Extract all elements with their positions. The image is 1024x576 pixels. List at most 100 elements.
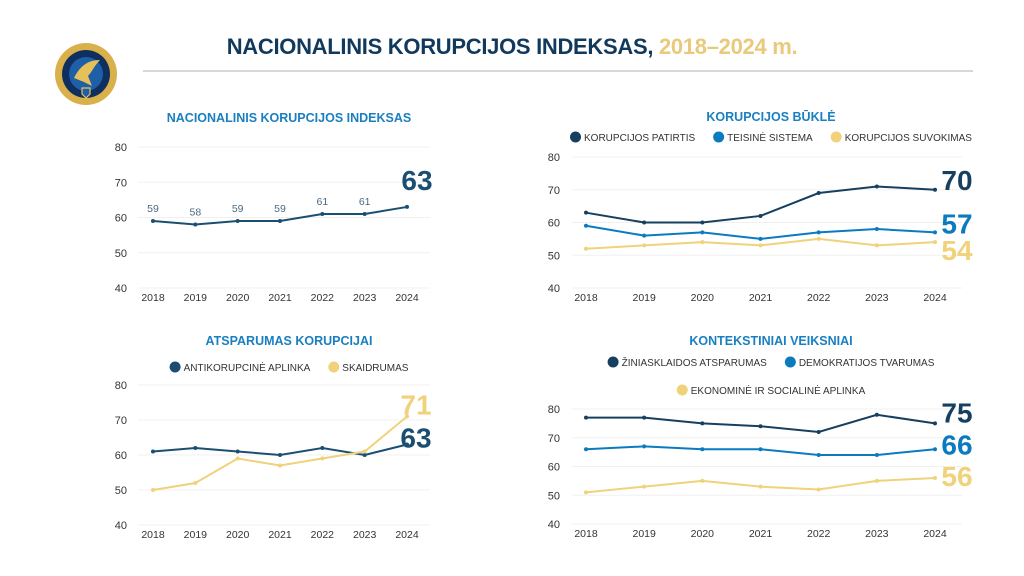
y-tick-label: 40 (115, 520, 127, 532)
data-label: 61 (359, 196, 371, 208)
data-point (278, 463, 282, 468)
x-tick-label: 2023 (865, 292, 889, 304)
data-label: 59 (274, 203, 286, 215)
x-tick-label: 2020 (226, 292, 250, 304)
chart-3: ATSPARUMAS KORUPCIJAI 40 50 60 70 80 2018 2019 2… (115, 334, 432, 541)
data-point (642, 243, 647, 248)
legend-label: SKAIDRUMAS (342, 363, 408, 374)
y-tick-label: 40 (548, 283, 560, 295)
data-point (758, 447, 763, 452)
data-point (816, 236, 821, 241)
agency-logo (55, 43, 117, 105)
x-tick-label: 2021 (749, 292, 773, 304)
data-point (874, 412, 879, 417)
data-point (816, 191, 821, 196)
data-point (933, 230, 937, 235)
data-point (816, 230, 821, 235)
legend-marker (676, 384, 688, 396)
data-point (584, 447, 588, 452)
data-point (584, 490, 588, 495)
data-point (193, 222, 198, 227)
data-point (700, 240, 705, 245)
y-tick-label: 50 (115, 485, 127, 497)
data-point (320, 211, 325, 216)
x-tick-label: 2018 (574, 292, 598, 304)
y-tick-label: 70 (115, 177, 127, 189)
data-point (700, 230, 705, 235)
chart-2: KORUPCIJOS BŪKLĖ 40 50 60 70 80 2018 2019 2020 20… (548, 109, 973, 304)
data-point (405, 442, 409, 447)
data-point (405, 204, 409, 209)
data-point (584, 415, 588, 420)
y-tick-label: 60 (548, 462, 560, 474)
legend-marker (713, 131, 725, 143)
data-point (642, 233, 647, 238)
series-line (586, 413, 936, 434)
legend-marker (169, 361, 181, 373)
x-tick-label: 2020 (226, 529, 250, 541)
data-point (235, 219, 240, 224)
y-tick-label: 80 (548, 404, 560, 416)
data-point (700, 478, 705, 483)
data-point (758, 236, 763, 241)
data-point (933, 240, 937, 245)
x-tick-label: 2021 (268, 292, 292, 304)
y-tick-label: 60 (115, 213, 127, 225)
y-tick-label: 80 (548, 152, 560, 164)
data-point (320, 446, 325, 450)
data-point (151, 449, 155, 454)
data-point (758, 484, 763, 489)
data-point (933, 447, 937, 452)
legend-label: DEMOKRATIJOS TVARUMAS (799, 358, 935, 369)
y-tick-label: 50 (548, 250, 560, 262)
data-point (816, 430, 821, 434)
data-point (193, 481, 198, 485)
chart-title: KORUPCIJOS BŪKLĖ (706, 109, 835, 124)
y-tick-label: 50 (115, 248, 127, 260)
data-point (700, 421, 705, 426)
data-point (933, 421, 937, 426)
data-point (758, 213, 763, 218)
y-tick-label: 70 (548, 433, 560, 445)
x-tick-label: 2018 (141, 292, 165, 304)
end-value-label: 66 (941, 429, 972, 460)
data-label: 59 (232, 203, 244, 215)
end-value-label: 57 (941, 208, 972, 239)
legend-marker (830, 131, 842, 143)
y-tick-label: 60 (548, 218, 560, 230)
data-point (642, 220, 647, 225)
data-point (362, 211, 367, 216)
end-value-label: 71 (400, 390, 431, 421)
chart-title: NACIONALINIS KORUPCIJOS INDEKSAS (167, 111, 411, 125)
data-point (405, 414, 409, 419)
y-tick-label: 40 (548, 519, 560, 531)
legend-label: ANTIKORUPCINĖ APLINKA (184, 361, 311, 374)
end-value-label: 56 (941, 461, 972, 492)
x-tick-label: 2018 (574, 528, 598, 540)
page-title: NACIONALINIS KORUPCIJOS INDEKSAS, 2018–2… (0, 34, 1024, 60)
end-value-label: 75 (941, 397, 972, 428)
data-point (642, 484, 647, 489)
data-point (235, 456, 240, 461)
legend-marker (570, 131, 582, 143)
legend-label: ŽINIASKLAIDOS ATSPARUMAS (622, 356, 768, 369)
data-point (151, 488, 155, 492)
data-point (874, 478, 879, 483)
y-tick-label: 80 (115, 142, 127, 154)
x-tick-label: 2020 (691, 292, 715, 304)
legend-marker (784, 356, 796, 368)
data-label: 59 (147, 203, 159, 215)
data-point (584, 223, 588, 228)
legend-marker (607, 356, 619, 368)
data-point (320, 456, 325, 461)
data-point (278, 453, 282, 457)
x-tick-label: 2019 (184, 292, 208, 304)
end-value-label: 63 (401, 165, 432, 196)
title-years: 2018–2024 m. (658, 34, 798, 59)
y-tick-label: 40 (115, 283, 127, 295)
legend-label: KORUPCIJOS SUVOKIMAS (845, 133, 973, 144)
end-value-label: 63 (400, 423, 431, 454)
legend-label: KORUPCIJOS PATIRTIS (584, 133, 695, 144)
chart-title: KONTEKSTINIAI VEIKSNIAI (689, 334, 852, 348)
